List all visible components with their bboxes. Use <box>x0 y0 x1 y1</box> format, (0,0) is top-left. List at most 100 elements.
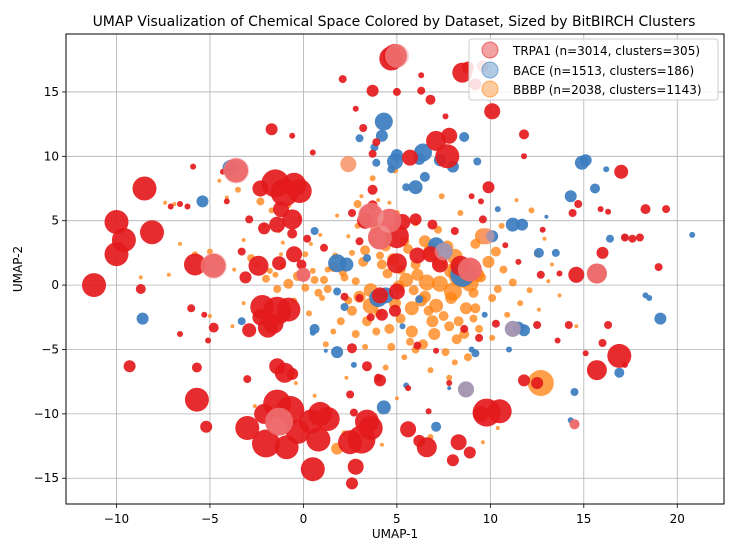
point-bace <box>374 112 393 131</box>
point-bace <box>506 346 512 353</box>
point-bbbp <box>475 324 484 333</box>
point-bace <box>551 248 560 257</box>
point-trpa1 <box>375 308 388 321</box>
point-bbbp <box>431 275 448 292</box>
point-bbbp <box>138 275 143 280</box>
point-trpa1 <box>519 129 529 140</box>
point-bbbp <box>488 294 497 302</box>
point-trpa1 <box>604 321 613 329</box>
point-trpa1 <box>257 317 278 338</box>
point-trpa1 <box>422 246 439 263</box>
point-trpa1 <box>598 339 607 347</box>
y-tick-label: −15 <box>34 471 59 485</box>
point-trpa1 <box>463 446 476 459</box>
point-bbbp <box>376 251 384 260</box>
point-trpa1 <box>135 284 146 294</box>
point-bbbp <box>469 314 478 323</box>
point-bbbp <box>382 364 389 371</box>
point-bbbp <box>460 302 472 315</box>
point-bbbp <box>557 293 562 298</box>
point-trpa1 <box>409 213 422 226</box>
point-overlay <box>478 228 495 245</box>
point-trpa1 <box>315 407 340 431</box>
legend-box <box>468 38 719 101</box>
y-tick-label: 10 <box>44 149 59 163</box>
point-trpa1 <box>402 149 418 166</box>
point-bace <box>323 348 328 353</box>
point-trpa1 <box>201 311 208 318</box>
point-bbbp <box>318 232 323 237</box>
point-bbbp <box>349 249 355 256</box>
point-bbbp <box>301 283 310 292</box>
point-trpa1 <box>372 138 381 147</box>
point-bace <box>309 329 316 336</box>
point-bace <box>564 190 577 203</box>
point-bbbp <box>418 235 431 248</box>
point-bace <box>331 346 344 359</box>
point-bbbp <box>429 298 444 313</box>
point-trpa1 <box>620 233 629 242</box>
point-overlay <box>504 320 521 337</box>
point-bbbp <box>404 301 419 316</box>
point-bbbp <box>351 330 360 338</box>
point-bace <box>372 158 381 167</box>
point-bbbp <box>384 323 395 334</box>
point-trpa1 <box>482 181 495 194</box>
point-trpa1 <box>556 270 563 277</box>
y-tick-label: −5 <box>41 342 59 356</box>
point-bace <box>431 421 442 432</box>
point-bbbp <box>528 207 535 214</box>
x-tick-label: 5 <box>393 512 401 526</box>
legend-label-bace: BACE (n=1513, clusters=186) <box>513 64 694 78</box>
point-bbbp <box>322 341 329 348</box>
point-trpa1 <box>662 205 671 214</box>
point-bace <box>350 361 357 368</box>
point-trpa1 <box>362 361 372 372</box>
point-trpa1 <box>374 374 386 387</box>
point-bbbp <box>312 393 317 398</box>
point-trpa1 <box>628 234 637 243</box>
point-bace <box>606 234 614 243</box>
point-overlay <box>368 225 392 250</box>
point-trpa1 <box>568 266 585 283</box>
point-bace <box>570 388 579 396</box>
point-bbbp <box>376 198 381 203</box>
point-trpa1 <box>392 87 401 96</box>
point-bbbp <box>376 259 387 270</box>
point-trpa1 <box>446 380 453 386</box>
x-tick-label: 15 <box>576 512 591 526</box>
point-trpa1 <box>586 360 607 381</box>
point-bbbp <box>401 354 408 361</box>
point-bbbp <box>542 236 547 241</box>
point-bbbp <box>217 178 222 183</box>
point-trpa1 <box>296 259 307 270</box>
point-trpa1 <box>446 454 459 467</box>
point-trpa1 <box>248 255 269 276</box>
point-bace <box>136 312 149 325</box>
scatter-points <box>82 43 696 490</box>
point-trpa1 <box>564 321 573 329</box>
point-trpa1 <box>536 270 545 279</box>
point-bbbp <box>235 186 241 193</box>
point-trpa1 <box>177 201 183 207</box>
point-bbbp <box>490 246 501 257</box>
point-bbbp <box>272 271 279 278</box>
point-trpa1 <box>621 361 628 368</box>
point-bbbp <box>224 195 229 200</box>
legend-label-bbbp: BBBP (n=2038, clusters=1143) <box>513 83 702 97</box>
point-trpa1 <box>300 457 325 482</box>
point-bace <box>237 317 246 326</box>
point-bbbp <box>362 343 369 350</box>
point-trpa1 <box>442 113 449 120</box>
point-trpa1 <box>277 366 285 375</box>
point-bace <box>408 180 423 195</box>
point-trpa1 <box>478 198 484 205</box>
point-bbbp <box>463 353 472 362</box>
point-bbbp <box>480 440 485 445</box>
x-tick-label: 0 <box>300 512 308 526</box>
point-bace <box>387 165 396 174</box>
point-bbbp <box>353 200 362 208</box>
point-trpa1 <box>184 387 209 412</box>
point-bace <box>505 217 520 232</box>
